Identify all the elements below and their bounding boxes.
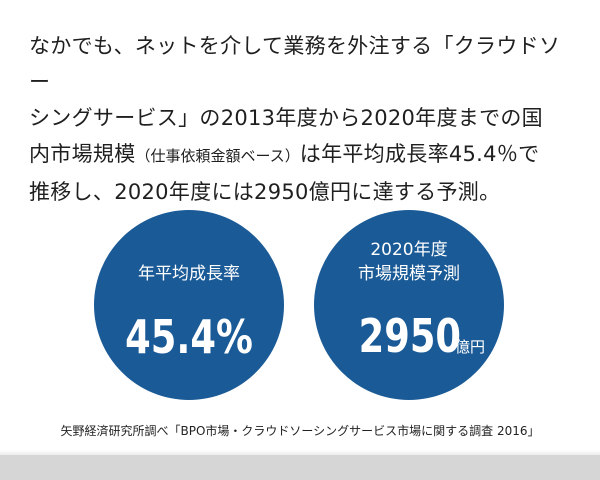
market-size-label-year: 2020年度	[370, 240, 448, 260]
growth-rate-value: 45.4%	[125, 310, 253, 364]
intro-paragraph: なかでも、ネットを介して業務を外注する「クラウドソー シングサービス」の2013…	[29, 28, 581, 210]
growth-rate-label: 年平均成長率	[138, 264, 240, 284]
paragraph-line-3a: 内市場規模	[29, 142, 136, 166]
market-size-label: 2020年度 市場規模予測	[314, 238, 504, 286]
market-size-circle: 2020年度 市場規模予測 2950億円	[314, 210, 504, 400]
growth-rate-circle: 年平均成長率 45.4%	[94, 210, 284, 400]
market-size-value-row: 2950億円	[314, 310, 504, 362]
bottom-bar	[0, 450, 600, 480]
market-size-value: 2950	[358, 309, 461, 363]
paragraph-line-1: なかでも、ネットを介して業務を外注する「クラウドソー	[29, 34, 561, 94]
paragraph-line-3-note: （仕事依頼金額ベース）	[135, 147, 300, 165]
source-citation: 矢野経済研究所調べ「BPO市場・クラウドソーシングサービス市場に関する調査 20…	[60, 424, 540, 438]
market-size-label-title: 市場規模予測	[358, 264, 460, 284]
paragraph-line-2: シングサービス」の2013年度から2020年度までの国	[29, 106, 543, 130]
market-size-unit: 億円	[455, 338, 486, 356]
paragraph-line-3b: は年平均成長率45.4％で	[299, 142, 540, 166]
paragraph-line-4: 推移し、2020年度には2950億円に達する予測。	[29, 180, 501, 204]
